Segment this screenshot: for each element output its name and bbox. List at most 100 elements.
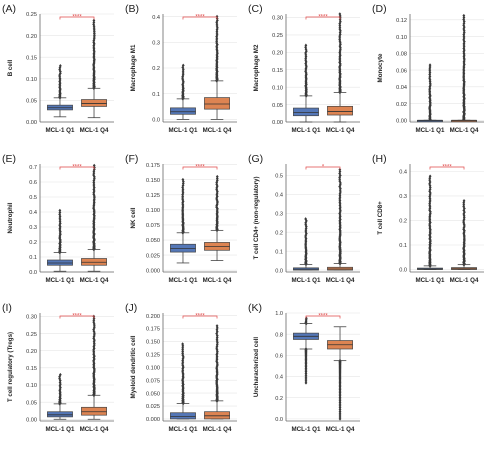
panel-label: (B) bbox=[125, 3, 139, 15]
outlier-point bbox=[338, 216, 342, 220]
outlier-point bbox=[428, 72, 432, 77]
outlier-point bbox=[462, 217, 466, 222]
outlier-point bbox=[428, 178, 432, 182]
significance-label: **** bbox=[318, 15, 328, 21]
box-q4 bbox=[451, 13, 477, 123]
y-axis-label: Macrophage M2 bbox=[253, 44, 260, 91]
box-q4 bbox=[327, 326, 353, 421]
outlier-point bbox=[304, 375, 308, 379]
box-body bbox=[293, 107, 319, 117]
outlier-point bbox=[338, 417, 342, 421]
outlier-point bbox=[338, 211, 342, 216]
outlier-point bbox=[181, 347, 185, 352]
box-q1 bbox=[293, 217, 319, 271]
panel-i: (I) 0.00 0.05 0.10 0.15 0.20 0.25 0.30 T cell re… bbox=[2, 302, 114, 433]
y-axis-label: T cell CD8+ bbox=[377, 201, 384, 235]
outlier-point bbox=[338, 186, 342, 191]
panel-label: (C) bbox=[248, 3, 263, 15]
outlier-point bbox=[181, 342, 185, 346]
y-tick-label: 0.30 bbox=[272, 16, 283, 22]
significance-label: * bbox=[322, 165, 325, 171]
outlier-point bbox=[93, 165, 96, 170]
outlier-point bbox=[462, 15, 466, 20]
outlier-point bbox=[304, 60, 308, 64]
outlier-point bbox=[92, 213, 96, 218]
y-tick-label: 0.175 bbox=[146, 163, 160, 169]
outlier-point bbox=[338, 32, 342, 37]
outlier-point bbox=[428, 79, 432, 84]
y-tick-label: 0.15 bbox=[26, 366, 37, 372]
outlier-point bbox=[338, 21, 342, 26]
outlier-point bbox=[215, 184, 219, 188]
outlier-point bbox=[338, 29, 342, 33]
outlier-point bbox=[338, 206, 342, 211]
outlier-point bbox=[462, 38, 466, 42]
outlier-point bbox=[215, 180, 219, 185]
outlier-point bbox=[215, 187, 219, 192]
y-tick-label: 0.25 bbox=[26, 12, 37, 18]
outlier-point bbox=[428, 238, 432, 242]
y-tick-label: 0.000 bbox=[146, 268, 160, 274]
y-tick-label: 0.2 bbox=[275, 396, 283, 402]
outlier-point bbox=[181, 221, 185, 225]
box-body bbox=[81, 99, 107, 107]
outlier-point bbox=[338, 12, 342, 16]
y-tick-label: 0.20 bbox=[26, 34, 37, 40]
outlier-point bbox=[338, 405, 342, 410]
outlier-point bbox=[92, 163, 96, 168]
y-tick-label: 0.0 bbox=[399, 268, 407, 274]
outlier-point bbox=[215, 189, 219, 194]
panel-label: (H) bbox=[372, 153, 387, 165]
outlier-point bbox=[215, 186, 219, 190]
outlier-point bbox=[338, 208, 342, 213]
outlier-point bbox=[462, 200, 466, 205]
y-tick-label: 0.3 bbox=[399, 194, 407, 200]
outlier-point bbox=[463, 228, 466, 233]
outlier-point bbox=[428, 174, 432, 179]
outlier-point bbox=[215, 191, 219, 195]
y-axis-label: B cell bbox=[7, 59, 14, 76]
outlier-point bbox=[338, 413, 342, 417]
y-tick-label: 0.25 bbox=[272, 33, 283, 39]
y-tick-label: 0.04 bbox=[396, 85, 407, 91]
outlier-point bbox=[58, 376, 62, 381]
outlier-point bbox=[338, 198, 342, 203]
y-tick-label: 0.025 bbox=[146, 253, 160, 259]
significance-bracket bbox=[429, 166, 465, 170]
x-tick-label: MCL-1 Q1 bbox=[292, 426, 321, 433]
outlier-point bbox=[58, 226, 62, 231]
outlier-point bbox=[338, 217, 342, 222]
y-axis-label: Myeloid dendritic cell bbox=[130, 335, 137, 398]
significance-label: **** bbox=[195, 314, 205, 320]
y-tick-label: 0.4 bbox=[275, 375, 283, 381]
outlier-point bbox=[58, 234, 62, 238]
significance-bracket bbox=[182, 16, 218, 20]
outlier-point bbox=[462, 56, 466, 61]
y-tick-label: 0.050 bbox=[146, 391, 160, 397]
box-body bbox=[47, 411, 73, 418]
y-axis-label: Monocyte bbox=[377, 53, 384, 82]
box-q4 bbox=[451, 199, 477, 270]
outlier-point bbox=[58, 221, 62, 226]
y-axis-label: NK cell bbox=[130, 207, 137, 228]
outlier-point bbox=[462, 245, 466, 250]
outlier-point bbox=[428, 69, 432, 73]
panel-f: (F) 0.000 0.025 0.050 0.075 0.100 0.125 0.150 0.… bbox=[125, 153, 237, 284]
outlier-point bbox=[338, 220, 342, 225]
outlier-point bbox=[92, 348, 96, 352]
significance-bracket bbox=[305, 315, 341, 319]
y-tick-label: 0.10 bbox=[272, 85, 283, 91]
y-tick-label: 0.1 bbox=[399, 243, 407, 249]
outlier-point bbox=[428, 81, 432, 86]
panel-k: (K) 0.0 0.2 0.4 0.6 0.8 1.0 Uncharacterized cel… bbox=[248, 302, 360, 433]
box-q1 bbox=[47, 64, 73, 118]
panel-label: (I) bbox=[2, 302, 12, 314]
outlier-point bbox=[428, 191, 432, 195]
outlier-point bbox=[215, 31, 219, 35]
x-tick-label: MCL-1 Q4 bbox=[326, 426, 355, 433]
outlier-point bbox=[338, 200, 342, 205]
outlier-point bbox=[338, 415, 342, 419]
outlier-point bbox=[304, 236, 308, 241]
outlier-point bbox=[338, 19, 342, 24]
